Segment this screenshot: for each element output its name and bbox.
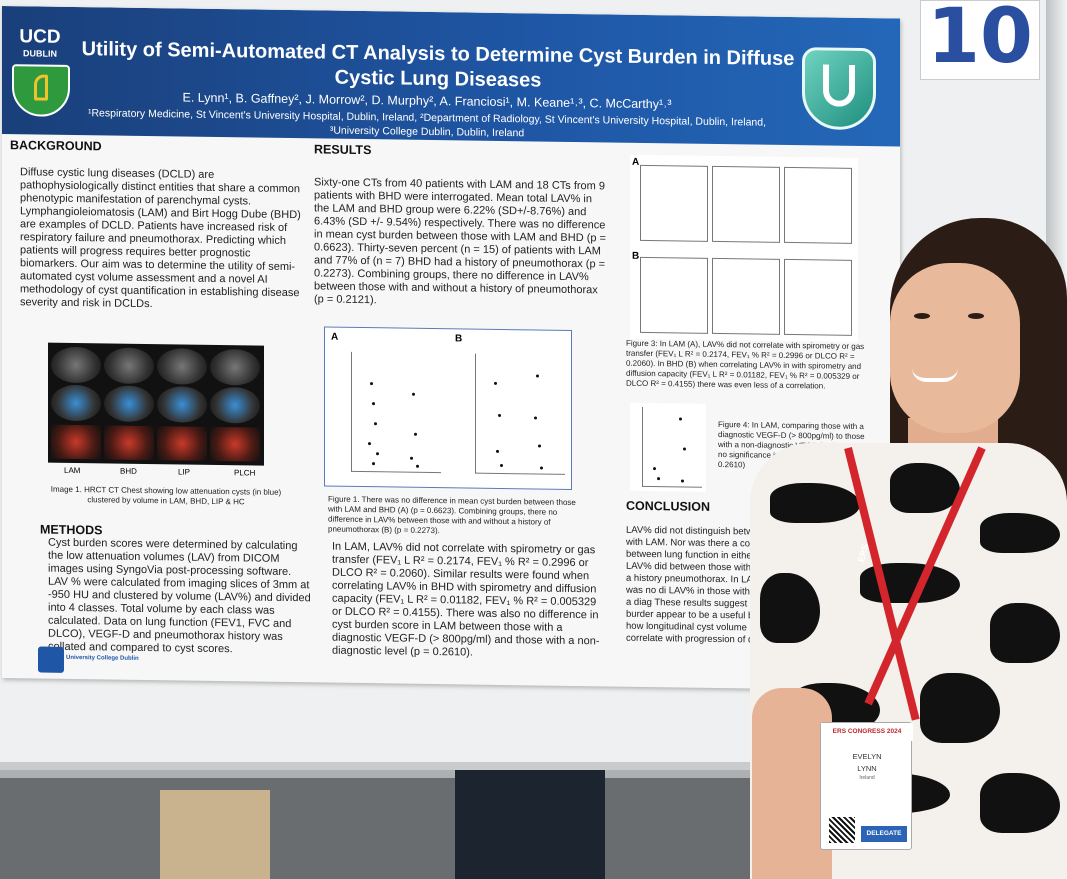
figure-4 (630, 402, 706, 492)
name-badge: ERS CONGRESS 2024 EVELYN LYNN Ireland DE… (820, 722, 913, 850)
results-text-2: In LAM, LAV% did not correlate with spir… (332, 540, 600, 659)
passerby-legs (160, 790, 270, 879)
ucd-logo-city: DUBLIN (23, 48, 57, 59)
passerby-legs-dark (455, 770, 605, 879)
figure4-plot (642, 406, 702, 488)
image1-caption: Image 1. HRCT CT Chest showing low atten… (50, 484, 282, 507)
background-text: Diffuse cystic lung diseases (DCLD) are … (20, 166, 301, 311)
figure-1: A B (324, 326, 572, 490)
ers-shield-icon (802, 47, 876, 131)
poster-banner: UCD DUBLIN Utility of Semi-Automated CT … (2, 6, 900, 147)
figure3-plot-b1 (640, 256, 708, 334)
methods-text: Cyst burden scores were determined by ca… (48, 536, 311, 656)
harp-shield-icon (12, 64, 70, 117)
results-heading: RESULTS (314, 142, 372, 158)
presenter-arm (752, 688, 832, 879)
figure1-panel-a-label: A (331, 331, 339, 343)
ct-label-lip: LIP (178, 467, 191, 477)
figure3-panel-b-label: B (632, 250, 640, 262)
figure3-panel-a-label: A (632, 156, 640, 168)
results-text-1: Sixty-one CTs from 40 patients with LAM … (314, 176, 606, 307)
badge-country: Ireland (859, 775, 875, 781)
conclusion-heading: CONCLUSION (626, 498, 711, 514)
background-heading: BACKGROUND (10, 138, 102, 154)
ucd-footer-logo-icon (38, 646, 64, 673)
figure3-plot-a1 (640, 164, 708, 242)
qr-code-icon (829, 817, 855, 843)
ct-image-labels: LAM BHD LIP PLCH (48, 466, 264, 481)
figure1-caption: Figure 1. There was no difference in mea… (328, 494, 576, 536)
badge-first-name: EVELYN (852, 752, 882, 761)
ct-images (48, 342, 264, 466)
ucd-logo-abbr: UCD (19, 26, 61, 48)
footer-text: University College Dublin (66, 654, 139, 662)
figure1-plot-b (475, 353, 565, 475)
ucd-logo: UCD DUBLIN (8, 16, 72, 117)
badge-last-name: LYNN (857, 764, 877, 773)
ct-label-lam: LAM (64, 465, 81, 476)
ct-label-plch: PLCH (234, 468, 256, 478)
figure1-plot-a (351, 351, 441, 474)
board-number: 10 (920, 0, 1040, 80)
presenter-face (890, 263, 1020, 433)
badge-role: DELEGATE (861, 826, 907, 842)
figure1-panel-b-label: B (455, 333, 463, 345)
ct-label-bhd: BHD (120, 466, 137, 476)
methods-heading: METHODS (40, 522, 103, 538)
badge-event: ERS CONGRESS 2024 (821, 723, 913, 741)
poster-title: Utility of Semi-Automated CT Analysis to… (81, 38, 795, 92)
